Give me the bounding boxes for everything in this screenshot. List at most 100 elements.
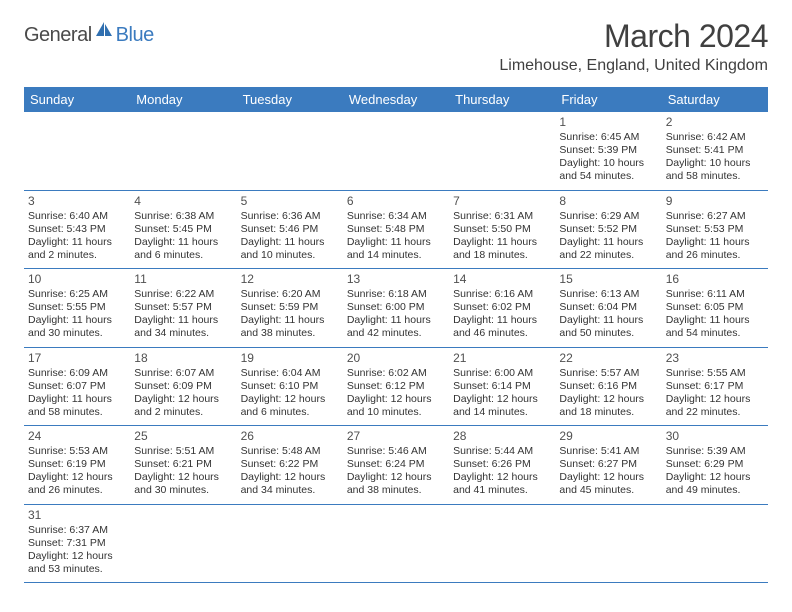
sunset-text: Sunset: 6:16 PM — [559, 380, 657, 393]
sunrise-text: Sunrise: 5:55 AM — [666, 367, 764, 380]
daylight-text: Daylight: 12 hours and 2 minutes. — [134, 393, 232, 419]
sunset-text: Sunset: 6:29 PM — [666, 458, 764, 471]
sunset-text: Sunset: 5:46 PM — [241, 223, 339, 236]
sunset-text: Sunset: 5:59 PM — [241, 301, 339, 314]
daylight-text: Daylight: 12 hours and 34 minutes. — [241, 471, 339, 497]
day-number: 14 — [453, 272, 551, 287]
sunrise-text: Sunrise: 6:34 AM — [347, 210, 445, 223]
day-number: 4 — [134, 194, 232, 209]
sunset-text: Sunset: 5:39 PM — [559, 144, 657, 157]
day-cell: 25Sunrise: 5:51 AMSunset: 6:21 PMDayligh… — [130, 426, 236, 504]
daylight-text: Daylight: 11 hours and 18 minutes. — [453, 236, 551, 262]
sunrise-text: Sunrise: 5:39 AM — [666, 445, 764, 458]
sunrise-text: Sunrise: 5:41 AM — [559, 445, 657, 458]
daylight-text: Daylight: 12 hours and 26 minutes. — [28, 471, 126, 497]
day-cell: 1Sunrise: 6:45 AMSunset: 5:39 PMDaylight… — [555, 112, 661, 190]
week-row: 3Sunrise: 6:40 AMSunset: 5:43 PMDaylight… — [24, 191, 768, 270]
empty-cell — [555, 505, 661, 583]
day-cell: 21Sunrise: 6:00 AMSunset: 6:14 PMDayligh… — [449, 348, 555, 426]
day-number: 15 — [559, 272, 657, 287]
sunset-text: Sunset: 5:53 PM — [666, 223, 764, 236]
sunset-text: Sunset: 5:55 PM — [28, 301, 126, 314]
sunrise-text: Sunrise: 6:31 AM — [453, 210, 551, 223]
sunrise-text: Sunrise: 6:04 AM — [241, 367, 339, 380]
sunset-text: Sunset: 5:48 PM — [347, 223, 445, 236]
daylight-text: Daylight: 12 hours and 41 minutes. — [453, 471, 551, 497]
daylight-text: Daylight: 12 hours and 38 minutes. — [347, 471, 445, 497]
sunrise-text: Sunrise: 5:57 AM — [559, 367, 657, 380]
day-cell: 6Sunrise: 6:34 AMSunset: 5:48 PMDaylight… — [343, 191, 449, 269]
weeks-container: 1Sunrise: 6:45 AMSunset: 5:39 PMDaylight… — [24, 112, 768, 583]
daylight-text: Daylight: 11 hours and 50 minutes. — [559, 314, 657, 340]
sunset-text: Sunset: 6:04 PM — [559, 301, 657, 314]
day-cell: 20Sunrise: 6:02 AMSunset: 6:12 PMDayligh… — [343, 348, 449, 426]
daylight-text: Daylight: 10 hours and 54 minutes. — [559, 157, 657, 183]
empty-cell — [130, 112, 236, 190]
sunset-text: Sunset: 6:07 PM — [28, 380, 126, 393]
daylight-text: Daylight: 11 hours and 30 minutes. — [28, 314, 126, 340]
weekday-header: Tuesday — [237, 87, 343, 112]
day-number: 20 — [347, 351, 445, 366]
day-number: 29 — [559, 429, 657, 444]
day-cell: 13Sunrise: 6:18 AMSunset: 6:00 PMDayligh… — [343, 269, 449, 347]
day-cell: 9Sunrise: 6:27 AMSunset: 5:53 PMDaylight… — [662, 191, 768, 269]
day-number: 9 — [666, 194, 764, 209]
brand-logo: General Blue — [24, 18, 154, 47]
sunrise-text: Sunrise: 6:25 AM — [28, 288, 126, 301]
day-cell: 29Sunrise: 5:41 AMSunset: 6:27 PMDayligh… — [555, 426, 661, 504]
sunrise-text: Sunrise: 5:48 AM — [241, 445, 339, 458]
empty-cell — [343, 112, 449, 190]
week-row: 24Sunrise: 5:53 AMSunset: 6:19 PMDayligh… — [24, 426, 768, 505]
sunrise-text: Sunrise: 6:00 AM — [453, 367, 551, 380]
week-row: 31Sunrise: 6:37 AMSunset: 7:31 PMDayligh… — [24, 505, 768, 584]
day-cell: 18Sunrise: 6:07 AMSunset: 6:09 PMDayligh… — [130, 348, 236, 426]
sunrise-text: Sunrise: 6:13 AM — [559, 288, 657, 301]
empty-cell — [130, 505, 236, 583]
day-cell: 12Sunrise: 6:20 AMSunset: 5:59 PMDayligh… — [237, 269, 343, 347]
daylight-text: Daylight: 11 hours and 2 minutes. — [28, 236, 126, 262]
brand-part1: General — [24, 24, 92, 47]
sunset-text: Sunset: 5:41 PM — [666, 144, 764, 157]
sunset-text: Sunset: 6:14 PM — [453, 380, 551, 393]
day-number: 3 — [28, 194, 126, 209]
sunrise-text: Sunrise: 6:22 AM — [134, 288, 232, 301]
daylight-text: Daylight: 11 hours and 10 minutes. — [241, 236, 339, 262]
day-number: 12 — [241, 272, 339, 287]
sunset-text: Sunset: 6:05 PM — [666, 301, 764, 314]
sunrise-text: Sunrise: 6:36 AM — [241, 210, 339, 223]
day-cell: 11Sunrise: 6:22 AMSunset: 5:57 PMDayligh… — [130, 269, 236, 347]
daylight-text: Daylight: 11 hours and 46 minutes. — [453, 314, 551, 340]
empty-cell — [449, 112, 555, 190]
sunrise-text: Sunrise: 6:11 AM — [666, 288, 764, 301]
weekday-header-row: SundayMondayTuesdayWednesdayThursdayFrid… — [24, 87, 768, 112]
daylight-text: Daylight: 11 hours and 14 minutes. — [347, 236, 445, 262]
weekday-header: Thursday — [449, 87, 555, 112]
sunrise-text: Sunrise: 5:46 AM — [347, 445, 445, 458]
sunrise-text: Sunrise: 6:02 AM — [347, 367, 445, 380]
day-cell: 26Sunrise: 5:48 AMSunset: 6:22 PMDayligh… — [237, 426, 343, 504]
title-block: March 2024 Limehouse, England, United Ki… — [499, 18, 768, 75]
day-cell: 3Sunrise: 6:40 AMSunset: 5:43 PMDaylight… — [24, 191, 130, 269]
empty-cell — [662, 505, 768, 583]
day-number: 23 — [666, 351, 764, 366]
daylight-text: Daylight: 11 hours and 22 minutes. — [559, 236, 657, 262]
day-number: 30 — [666, 429, 764, 444]
weekday-header: Saturday — [662, 87, 768, 112]
day-number: 28 — [453, 429, 551, 444]
sunset-text: Sunset: 6:00 PM — [347, 301, 445, 314]
sunrise-text: Sunrise: 6:37 AM — [28, 524, 126, 537]
sunset-text: Sunset: 6:24 PM — [347, 458, 445, 471]
day-number: 25 — [134, 429, 232, 444]
day-number: 7 — [453, 194, 551, 209]
sunset-text: Sunset: 6:21 PM — [134, 458, 232, 471]
day-cell: 8Sunrise: 6:29 AMSunset: 5:52 PMDaylight… — [555, 191, 661, 269]
day-cell: 30Sunrise: 5:39 AMSunset: 6:29 PMDayligh… — [662, 426, 768, 504]
sunrise-text: Sunrise: 6:07 AM — [134, 367, 232, 380]
day-number: 16 — [666, 272, 764, 287]
sunrise-text: Sunrise: 6:45 AM — [559, 131, 657, 144]
daylight-text: Daylight: 11 hours and 58 minutes. — [28, 393, 126, 419]
empty-cell — [237, 505, 343, 583]
day-number: 8 — [559, 194, 657, 209]
sunset-text: Sunset: 6:17 PM — [666, 380, 764, 393]
sail-icon — [94, 20, 114, 43]
